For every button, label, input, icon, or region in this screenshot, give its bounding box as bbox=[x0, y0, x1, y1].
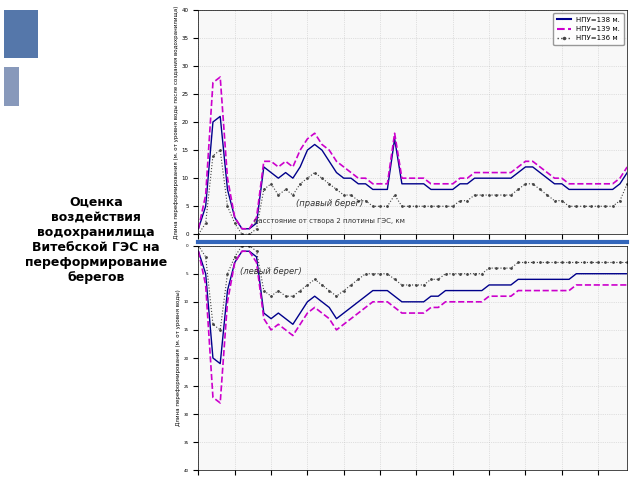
Text: расстояние от створа 2 плотины ГЭС, км: расстояние от створа 2 плотины ГЭС, км bbox=[254, 218, 404, 224]
Text: (правый берег): (правый берег) bbox=[296, 199, 363, 208]
Bar bbox=[4, 10, 38, 58]
Text: (левый берег): (левый берег) bbox=[240, 267, 302, 276]
Y-axis label: Длина переформирования (м. от уровня воды): Длина переформирования (м. от уровня вод… bbox=[175, 289, 180, 426]
Bar bbox=[4, 67, 19, 106]
Legend: НПУ=138 м., НПУ=139 м., НПУ=136 м: НПУ=138 м., НПУ=139 м., НПУ=136 м bbox=[554, 13, 624, 45]
Y-axis label: Длина переформирования (м. от уровня воды после создания водохранилища): Длина переформирования (м. от уровня вод… bbox=[174, 5, 179, 239]
Text: Оценка
воздействия
водохранилища
Витебской ГЭС на
переформирование
берегов: Оценка воздействия водохранилища Витебск… bbox=[25, 196, 167, 284]
